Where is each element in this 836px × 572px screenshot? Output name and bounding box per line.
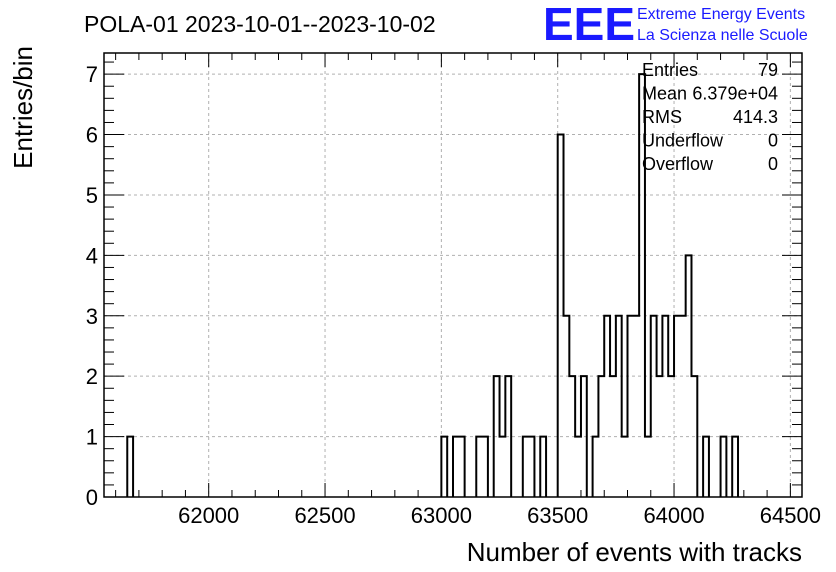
y-tick-label: 7	[86, 62, 98, 87]
eee-logo-line1: Extreme Energy Events	[637, 6, 805, 23]
stats-label: Overflow	[642, 154, 714, 174]
x-tick-label: 63000	[411, 503, 472, 528]
histogram-bin	[616, 316, 622, 497]
histogram-bin	[668, 376, 674, 497]
stats-box: Entries 79 Mean 6.379e+04 RMS 414.3 Underflow 0…	[642, 60, 778, 174]
plot-frame	[103, 52, 803, 498]
histogram-bin	[622, 437, 628, 497]
stats-label: RMS	[642, 107, 682, 127]
histogram-bin	[500, 437, 506, 497]
y-tick-label: 3	[86, 304, 98, 329]
eee-logo-line2: La Scienza nelle Scuole	[637, 27, 808, 44]
histogram-bin	[610, 376, 616, 497]
stats-label: Entries	[642, 60, 698, 80]
x-axis-label: Number of events with tracks	[467, 537, 802, 567]
y-tick-label: 4	[86, 243, 98, 268]
histogram-bin	[127, 437, 133, 497]
histogram-bin	[505, 376, 511, 497]
histogram-bin	[645, 437, 651, 497]
x-tick-label: 63500	[527, 503, 588, 528]
eee-logo: EEE Extreme Energy Events La Scienza nel…	[543, 0, 808, 50]
stats-label: Underflow	[642, 131, 724, 151]
eee-logo-mark: EEE	[543, 0, 635, 50]
histogram-bin	[476, 437, 482, 497]
histogram-bin	[691, 376, 697, 497]
histogram-bin	[529, 437, 535, 497]
y-axis-label: Entries/bin	[8, 46, 38, 169]
histogram-bin	[569, 376, 575, 497]
y-tick-label: 0	[86, 485, 98, 510]
y-tick-label: 6	[86, 123, 98, 148]
axis-ticks	[104, 53, 802, 498]
histogram-bin	[523, 437, 529, 497]
histogram-bin	[651, 316, 657, 497]
histogram-bin	[598, 376, 604, 497]
y-tick-label: 5	[86, 183, 98, 208]
histogram-bin	[581, 376, 587, 497]
histogram-bin	[482, 437, 488, 497]
histogram-bars	[126, 73, 740, 497]
histogram-bin	[575, 437, 581, 497]
histogram-outline	[126, 73, 740, 497]
stats-value: 0	[768, 131, 778, 151]
x-tick-label: 62000	[178, 503, 239, 528]
histogram-bin	[540, 437, 546, 497]
histogram-bin	[564, 316, 570, 497]
histogram-bin	[558, 135, 564, 497]
y-tick-label: 1	[86, 425, 98, 450]
stats-value: 0	[768, 154, 778, 174]
histogram-bin	[604, 316, 610, 497]
histogram-bin	[674, 316, 680, 497]
histogram-bin	[494, 376, 500, 497]
stats-value: 414.3	[733, 107, 778, 127]
histogram-bin	[703, 437, 709, 497]
x-tick-label: 64500	[760, 503, 821, 528]
y-tick-label: 2	[86, 364, 98, 389]
histogram-bin	[441, 437, 447, 497]
histogram-bin	[662, 316, 668, 497]
histogram-bin	[680, 316, 686, 497]
stats-label: Mean	[642, 84, 687, 104]
histogram-bin	[686, 255, 692, 497]
x-tick-label: 64000	[643, 503, 704, 528]
histogram-bin	[593, 437, 599, 497]
histogram-bin	[633, 316, 639, 497]
chart-title: POLA-01 2023-10-01--2023-10-02	[84, 11, 436, 37]
stats-value: 79	[758, 60, 778, 80]
x-tick-label: 62500	[294, 503, 355, 528]
y-tick-labels: 0 1 2 3 4 5 6 7	[86, 62, 98, 510]
histogram-bin	[657, 376, 663, 497]
histogram-bin	[721, 437, 727, 497]
stats-value: 6.379e+04	[692, 84, 778, 104]
histogram-bin	[453, 437, 459, 497]
histogram-bin	[732, 437, 738, 497]
histogram-bin	[459, 437, 465, 497]
x-tick-labels: 62000 62500 63000 63500 64000 64500	[178, 503, 821, 528]
histogram-bin	[628, 316, 634, 497]
